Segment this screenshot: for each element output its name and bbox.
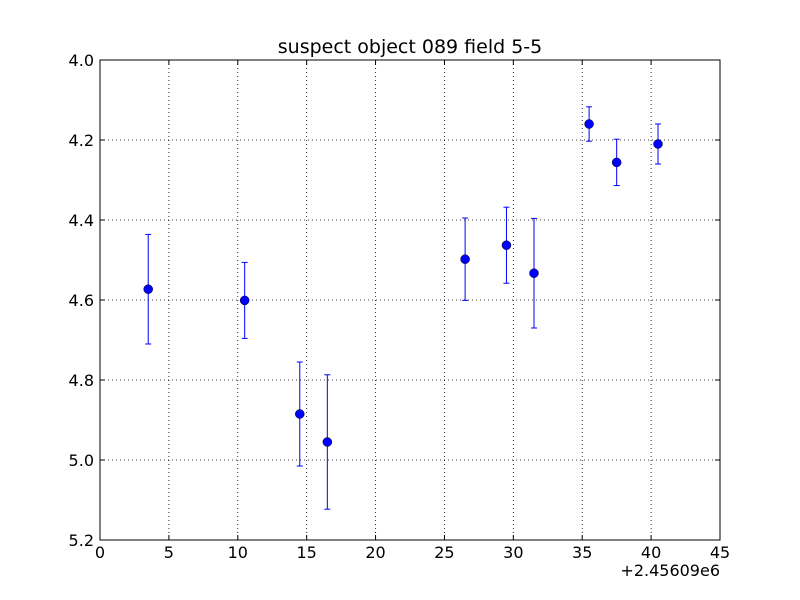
y-tick-labels: 4.0 4.2 4.4 4.6 4.8 5.0 5.2 (69, 51, 94, 550)
x-tick-labels: 0 5 10 15 20 25 30 35 40 45 (95, 543, 730, 562)
data-point (322, 437, 333, 447)
x-tick-label: 25 (434, 543, 454, 562)
data-point (143, 284, 153, 294)
data-point (584, 119, 594, 129)
chart-title: suspect object 089 field 5-5 (278, 36, 543, 58)
y-tick-label: 4.8 (69, 371, 94, 390)
y-tick-label: 4.6 (69, 291, 94, 310)
data-point (239, 295, 250, 306)
x-tick-label: 10 (228, 543, 248, 562)
x-tick-label: 0 (95, 543, 105, 562)
data-point (295, 409, 305, 419)
x-tick-label: 45 (710, 543, 730, 562)
y-tick-label: 4.2 (69, 131, 94, 150)
data-point (611, 157, 622, 168)
y-tick-label: 5.0 (69, 451, 94, 470)
ticks (99, 59, 721, 541)
data-point (529, 268, 539, 278)
y-tick-label: 4.0 (69, 51, 94, 70)
data-point (653, 139, 663, 149)
x-tick-label: 15 (296, 543, 316, 562)
x-tick-label: 30 (503, 543, 523, 562)
data-point (501, 240, 512, 250)
x-tick-label: 20 (365, 543, 385, 562)
x-tick-label: 35 (572, 543, 592, 562)
x-tick-label: 40 (641, 543, 661, 562)
y-tick-label: 4.4 (69, 211, 94, 230)
x-offset-label: +2.45609e6 (620, 561, 720, 580)
x-tick-label: 5 (164, 543, 174, 562)
y-tick-label: 5.2 (69, 531, 94, 550)
data-points (143, 119, 663, 447)
data-point (460, 254, 470, 264)
